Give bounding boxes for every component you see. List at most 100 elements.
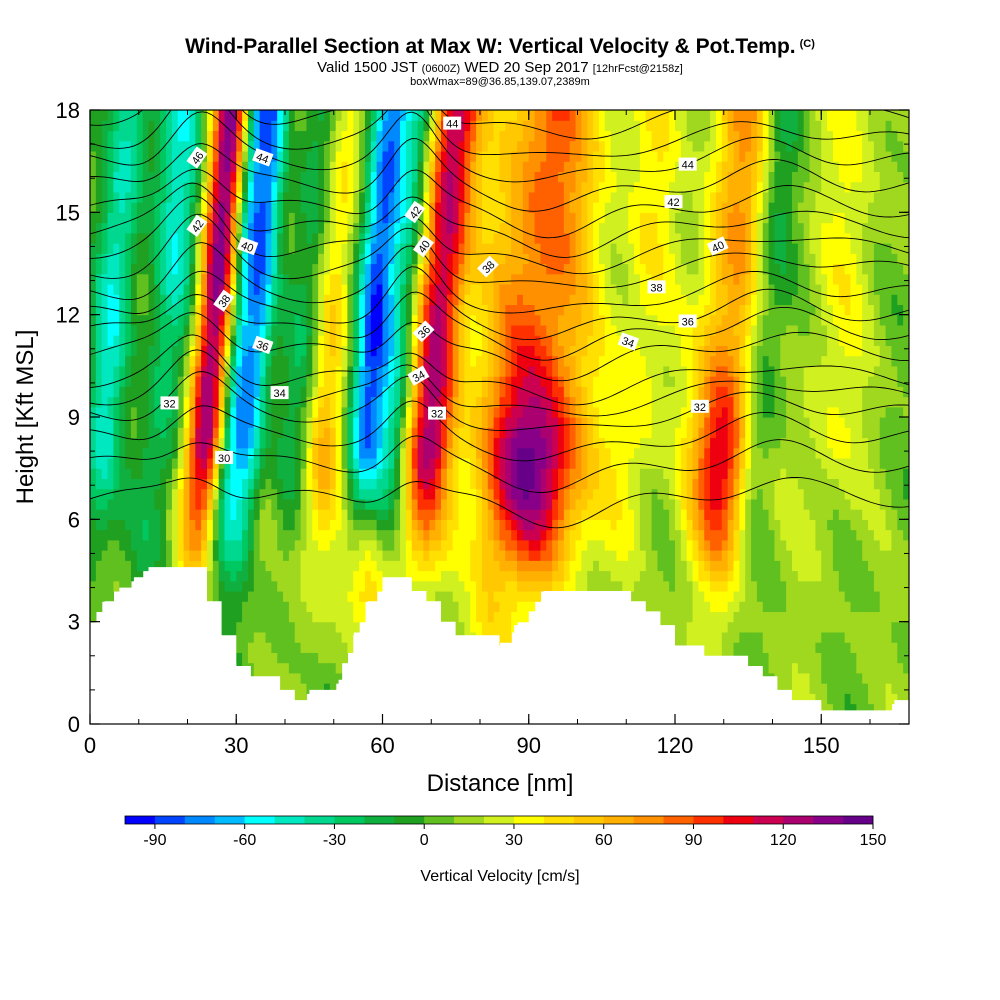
potential-temperature-contours (90, 110, 909, 529)
contour-label-text: 44 (446, 119, 458, 131)
contour-label: 38 (647, 280, 666, 294)
x-tick-label: 150 (803, 733, 840, 758)
y-tick-label: 18 (56, 98, 80, 123)
contour-label: 42 (404, 200, 426, 224)
colorbar-swatch (843, 816, 874, 824)
y-tick-label: 12 (56, 303, 80, 328)
contour-label-text: 42 (190, 218, 207, 235)
theta-contour-line (90, 291, 909, 361)
colorbar-tick-label: -60 (233, 832, 256, 849)
contour-label: 34 (617, 332, 640, 351)
contour-label: 42 (664, 195, 683, 209)
colorbar-swatch (484, 816, 515, 824)
colorbar-swatch (274, 816, 305, 824)
y-tick-label: 0 (68, 712, 80, 737)
x-tick-label: 30 (224, 733, 248, 758)
colorbar-swatch (424, 816, 455, 824)
contour-label-text: 40 (710, 239, 726, 255)
colorbar-swatch (364, 816, 395, 824)
colorbar-swatch (125, 816, 156, 824)
theta-contour-line (90, 242, 909, 314)
theta-contour-line (90, 476, 909, 529)
colorbar-swatch (244, 816, 275, 824)
contour-label-text: 42 (408, 204, 425, 221)
theta-contour-line (90, 371, 909, 431)
colorbar-swatch (543, 816, 575, 824)
contour-label-text: 42 (667, 197, 679, 209)
colorbar-tick-label: -90 (143, 832, 166, 849)
contour-label: 40 (706, 236, 729, 256)
colorbar-tick-label: 0 (420, 832, 429, 849)
colorbar-tick-label: 30 (505, 832, 523, 849)
contour-label-text: 34 (411, 369, 428, 386)
subtitle-valid-time: Valid 1500 JST (317, 59, 418, 76)
colorbar-label: Vertical Velocity [cm/s] (420, 868, 579, 885)
theta-contour-line (90, 213, 909, 289)
theta-contour-line (90, 435, 909, 493)
x-tick-label: 90 (517, 733, 541, 758)
colorbar-swatch (753, 816, 784, 824)
colorbar-tick-label: 150 (860, 832, 887, 849)
colorbar-swatch (633, 816, 664, 824)
colorbar-frame (124, 815, 874, 825)
theta-contour-line (90, 168, 909, 239)
colorbar: -90 -60 -30 0 30 60 90 120 150 (124, 815, 887, 849)
contour-label-text: 36 (682, 317, 694, 329)
contour-label: 32 (428, 406, 447, 421)
contour-label-text: 46 (190, 150, 207, 167)
contour-label: 34 (270, 386, 289, 400)
y-axis-label: Height [Kft MSL] (12, 330, 39, 505)
theta-contour-line (90, 138, 909, 212)
contour-label: 44 (678, 157, 697, 172)
contour-label-text: 40 (416, 239, 433, 256)
colorbar-swatch (723, 816, 754, 824)
contour-label: 38 (213, 289, 235, 312)
colorbar-tick-label: 90 (685, 832, 703, 849)
colorbar-swatch (154, 816, 186, 824)
theta-contour-line (90, 110, 909, 140)
contour-label: 32 (160, 396, 179, 410)
theta-contour-line (90, 400, 909, 462)
chart-title: Wind-Parallel Section at Max W: Vertical… (0, 35, 1000, 59)
contour-label: 40 (236, 236, 259, 256)
chart-subtitle: Valid 1500 JST (0600Z) WED 20 Sep 2017 [… (0, 59, 1000, 76)
x-tick-label: 120 (657, 733, 694, 758)
contour-label: 44 (443, 116, 462, 131)
y-tick-label: 9 (68, 405, 80, 430)
subtitle-forecast-tag: [12hrFcst@2158z] (592, 63, 683, 75)
contour-label-text: 32 (431, 409, 443, 421)
colorbar-swatch (783, 816, 814, 824)
y-tick-label: 15 (56, 200, 80, 225)
colorbar-swatch (513, 816, 545, 824)
theta-contour-line (90, 312, 909, 382)
terrain-mask (90, 567, 909, 724)
colorbar-swatch (304, 816, 335, 824)
contour-label: 40 (413, 235, 434, 258)
theta-contour-line (90, 334, 909, 406)
contour-label-text: 40 (239, 240, 255, 255)
contour-label-text: 44 (682, 160, 694, 172)
contour-label: 30 (215, 450, 234, 465)
subtitle-date: WED 20 Sep 2017 (464, 59, 589, 76)
theta-contour-line (90, 195, 909, 275)
colorbar-tick-label: 120 (770, 832, 797, 849)
colorbar-swatch (663, 816, 694, 824)
contour-label-text: 34 (273, 388, 285, 400)
contour-label-text: 32 (694, 402, 706, 414)
contour-label: 36 (252, 335, 274, 355)
colorbar-swatch (813, 816, 844, 824)
theta-contour-line (90, 110, 909, 157)
theta-contour-line (90, 266, 909, 341)
contour-label-text: 30 (218, 453, 230, 465)
chart-subtitle-box-wmax: boxWmax=89@36.85,139.07,2389m (410, 76, 590, 88)
theta-contour-line (90, 111, 909, 183)
y-tick-label: 6 (68, 507, 80, 532)
colorbar-swatch (603, 816, 634, 824)
x-axis-label: Distance [nm] (427, 770, 574, 797)
colorbar-swatch (184, 816, 216, 824)
theta-contour-line (90, 349, 909, 417)
contour-label-text: 44 (254, 151, 270, 166)
colorbar-swatch (454, 816, 485, 824)
contour-label-text: 38 (216, 293, 233, 310)
